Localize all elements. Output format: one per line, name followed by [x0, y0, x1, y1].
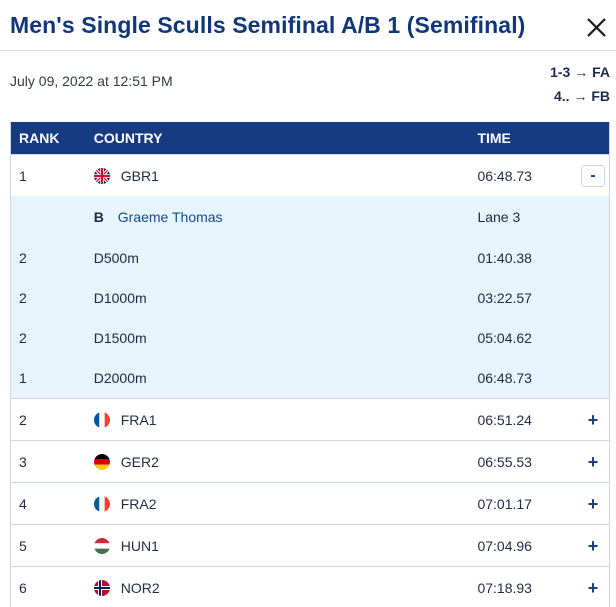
expand-button[interactable]: + [587, 409, 599, 430]
legend-range: 1-3 [550, 64, 571, 80]
fr-flag-icon [93, 411, 110, 428]
rank-cell: 1 [19, 167, 27, 184]
split-time: 06:48.73 [477, 370, 532, 386]
legend-item-fb: 4.. → FB [550, 84, 610, 108]
column-header-rank[interactable]: RANK [19, 130, 60, 146]
country-code: GER2 [120, 453, 159, 470]
table-row[interactable]: 6 NOR2 07:18.93 + [11, 566, 609, 607]
split-distance: D500m [93, 250, 139, 266]
close-icon [587, 18, 606, 37]
split-row: 1 D2000m 06:48.73 [11, 358, 609, 398]
modal-header: Men's Single Sculls Semifinal A/B 1 (Sem… [0, 0, 616, 122]
athlete-link[interactable]: Graeme Thomas [117, 209, 223, 225]
time-cell: 07:18.93 [477, 579, 532, 596]
rank-cell: 2 [19, 411, 27, 428]
country-code: HUN1 [120, 537, 159, 554]
legend-destination: FB [591, 88, 610, 104]
split-row: 2 D1500m 05:04.62 [11, 318, 609, 358]
country-code: NOR2 [120, 579, 160, 596]
expand-button[interactable]: + [587, 577, 599, 598]
arrow-right-icon: → [573, 88, 588, 104]
split-row: 2 D1000m 03:22.57 [11, 278, 609, 318]
lane-cell: Lane 3 [477, 209, 521, 225]
time-cell: 06:55.53 [477, 453, 532, 470]
arrow-right-icon: → [574, 64, 589, 80]
split-time: 03:22.57 [477, 290, 532, 306]
table-row[interactable]: 4 FRA2 07:01.17 + [11, 482, 609, 524]
fr-flag-icon [93, 495, 110, 512]
country-code: GBR1 [120, 167, 159, 184]
split-distance: D1500m [93, 330, 147, 346]
row-details: B Graeme Thomas Lane 3 2 D500m 01:40.38 … [11, 196, 609, 398]
time-cell: 06:48.73 [477, 167, 532, 184]
collapse-button[interactable]: - [581, 164, 606, 187]
expand-button[interactable]: + [587, 493, 599, 514]
de-flag-icon [93, 453, 110, 470]
rank-cell: 5 [19, 537, 27, 554]
legend-destination: FA [592, 64, 610, 80]
time-cell: 07:04.96 [477, 537, 532, 554]
split-rank: 2 [19, 250, 27, 266]
table-row[interactable]: 3 GER2 06:55.53 + [11, 440, 609, 482]
close-button[interactable] [584, 12, 610, 42]
split-rank: 2 [19, 290, 27, 306]
table-row[interactable]: 5 HUN1 07:04.96 + [11, 524, 609, 566]
column-header-country[interactable]: COUNTRY [93, 130, 163, 146]
table-header: RANK COUNTRY TIME [11, 122, 609, 154]
header-divider [0, 50, 616, 51]
time-cell: 06:51.24 [477, 411, 532, 428]
expand-button[interactable]: + [587, 451, 599, 472]
country-code: FRA2 [120, 495, 157, 512]
rank-cell: 6 [19, 579, 27, 596]
table-row[interactable]: 1 GBR1 06:48.73 - [11, 154, 609, 196]
split-row: 2 D500m 01:40.38 [11, 238, 609, 278]
split-distance: D2000m [93, 370, 147, 386]
seat-label: B [93, 209, 104, 225]
split-time: 01:40.38 [477, 250, 532, 266]
no-flag-icon [93, 579, 110, 596]
country-code: FRA1 [120, 411, 157, 428]
legend-item-fa: 1-3 → FA [550, 60, 610, 84]
progression-legend: 1-3 → FA 4.. → FB [550, 60, 610, 108]
rank-cell: 3 [19, 453, 27, 470]
results-table: RANK COUNTRY TIME 1 GBR1 [10, 122, 610, 607]
split-rank: 2 [19, 330, 27, 346]
split-rank: 1 [19, 370, 27, 386]
expand-button[interactable]: + [587, 535, 599, 556]
time-cell: 07:01.17 [477, 495, 532, 512]
table-row[interactable]: 2 FRA1 06:51.24 + [11, 398, 609, 440]
split-time: 05:04.62 [477, 330, 532, 346]
rank-cell: 4 [19, 495, 27, 512]
hu-flag-icon [93, 537, 110, 554]
column-header-time[interactable]: TIME [477, 130, 511, 146]
crew-row: B Graeme Thomas Lane 3 [11, 196, 609, 238]
gb-flag-icon [93, 167, 110, 184]
race-datetime: July 09, 2022 at 12:51 PM [10, 73, 173, 89]
legend-range: 4.. [553, 88, 570, 104]
page-title: Men's Single Sculls Semifinal A/B 1 (Sem… [10, 12, 526, 38]
split-distance: D1000m [93, 290, 147, 306]
